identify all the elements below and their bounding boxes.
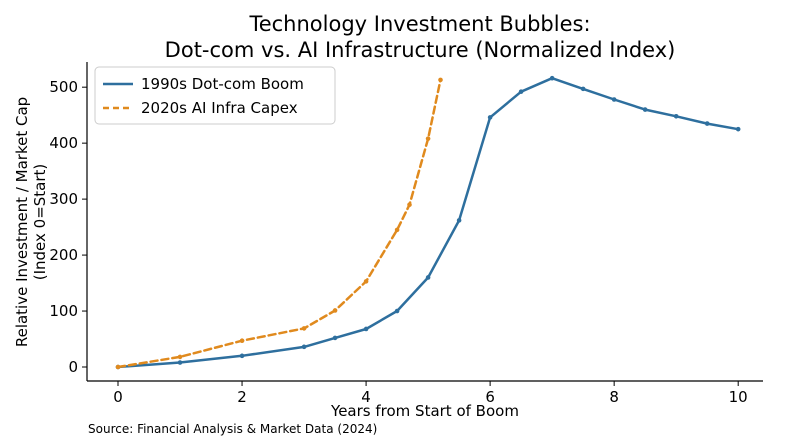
series-line-ai: [116, 78, 442, 369]
data-point-ai: [239, 338, 245, 344]
data-point-dotcom: [549, 75, 555, 81]
data-point-dotcom: [394, 308, 400, 314]
y-tick-label: 200: [49, 246, 78, 264]
x-tick-label: 4: [361, 388, 371, 406]
legend-box: [94, 66, 336, 125]
data-point-dotcom: [456, 218, 462, 223]
data-point-ai: [394, 227, 400, 233]
x-tick-label: 0: [113, 388, 123, 406]
data-point-ai: [332, 308, 338, 313]
data-point-dotcom: [704, 121, 710, 126]
legend-label-ai: 2020s AI Infra Capex: [141, 99, 298, 117]
y-tick-label: 400: [49, 134, 78, 152]
data-point-dotcom: [363, 326, 369, 332]
legend-label-dotcom: 1990s Dot-com Boom: [141, 75, 304, 93]
chart-title-line1: Technology Investment Bubbles:: [248, 12, 590, 36]
data-point-ai: [438, 77, 443, 83]
data-point-dotcom: [425, 275, 431, 280]
y-tick-label: 500: [49, 78, 78, 96]
x-tick-label: 10: [729, 388, 748, 406]
x-tick-label: 6: [485, 388, 495, 406]
data-point-dotcom: [580, 86, 586, 92]
data-point-ai: [363, 279, 369, 284]
data-point-ai: [177, 354, 183, 360]
chart-title-line2: Dot-com vs. AI Infrastructure (Normalize…: [165, 38, 676, 62]
data-point-dotcom: [301, 344, 307, 350]
data-point-dotcom: [239, 353, 245, 359]
data-point-ai: [425, 136, 431, 141]
series-line-dotcom: [116, 76, 740, 369]
data-point-dotcom: [177, 360, 183, 365]
data-point-dotcom: [673, 113, 679, 119]
y-ticks: 0 100 200 300 400 500: [49, 78, 87, 376]
x-ticks: 0 2 4 6 8 10: [113, 381, 748, 406]
data-point-dotcom: [642, 107, 648, 112]
x-tick-label: 8: [609, 388, 619, 406]
plot-area: [115, 75, 741, 370]
y-tick-label: 0: [68, 358, 78, 376]
data-point-dotcom: [332, 335, 338, 341]
y-axis-label-line1: Relative Investment / Market Cap: [13, 97, 31, 347]
data-point-ai: [407, 202, 412, 208]
x-tick-label: 2: [237, 388, 247, 406]
data-point-dotcom: [735, 126, 741, 132]
y-tick-label: 100: [49, 302, 78, 320]
data-point-ai: [115, 364, 121, 370]
data-point-dotcom: [611, 97, 617, 102]
y-tick-label: 300: [49, 190, 78, 208]
y-axis-label-line2: (Index 0=Start): [31, 164, 49, 281]
x-axis-label: Years from Start of Boom: [330, 402, 519, 420]
source-note: Source: Financial Analysis & Market Data…: [88, 422, 377, 436]
data-point-dotcom: [518, 89, 524, 94]
data-point-ai: [301, 326, 307, 331]
legend: 1990s Dot-com Boom 2020s AI Infra Capex: [94, 66, 336, 125]
data-point-dotcom: [487, 115, 493, 120]
